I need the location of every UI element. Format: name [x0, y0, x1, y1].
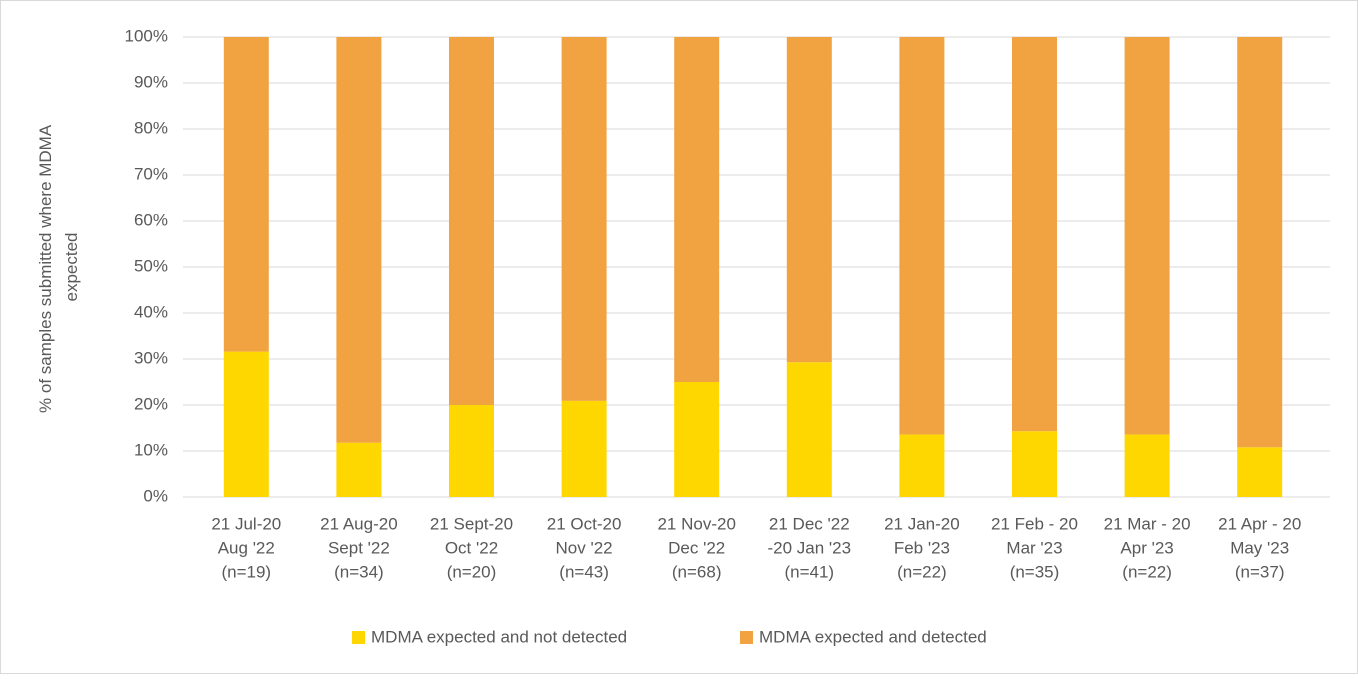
x-tick-label: 21 Feb - 20	[991, 514, 1078, 533]
x-tick-label: 21 Apr - 20	[1218, 514, 1301, 533]
y-tick-label: 10%	[134, 440, 168, 459]
x-tick-label: Apr '23	[1120, 538, 1173, 557]
bar-segment	[1012, 431, 1057, 497]
x-tick-label: 21 Aug-20	[320, 514, 398, 533]
x-tick-label: 21 Mar - 20	[1104, 514, 1191, 533]
x-tick-label: Mar '23	[1006, 538, 1062, 557]
bar-segment	[1124, 37, 1170, 435]
bar-segment	[561, 37, 607, 401]
x-tick-label: Nov '22	[556, 538, 613, 557]
y-tick-label: 90%	[134, 72, 168, 91]
x-tick-label: Aug '22	[218, 538, 275, 557]
x-tick-label: 21 Jan-20	[884, 514, 960, 533]
x-tick-label: 21 Jul-20	[211, 514, 281, 533]
x-tick-label: (n=22)	[897, 562, 947, 581]
y-axis-label-line: expected	[62, 233, 81, 302]
x-tick-label: (n=43)	[559, 562, 609, 581]
y-axis-label-line: % of samples submitted where MDMA	[36, 124, 55, 413]
legend-swatch	[740, 631, 753, 644]
x-tick-label: 21 Oct-20	[547, 514, 622, 533]
bar-segment	[674, 37, 720, 382]
bar-segment	[336, 442, 382, 497]
bar-segment	[786, 362, 832, 497]
bar-segment	[899, 37, 945, 435]
y-tick-label: 100%	[125, 26, 168, 45]
bar-segment	[223, 37, 269, 352]
x-tick-label: May '23	[1230, 538, 1289, 557]
legend-label: MDMA expected and not detected	[371, 627, 627, 646]
y-tick-label: 0%	[143, 486, 168, 505]
y-tick-label: 30%	[134, 348, 168, 367]
x-tick-label: (n=19)	[221, 562, 271, 581]
bar-segment	[449, 405, 494, 497]
bar-segment	[223, 351, 269, 497]
x-tick-label: (n=37)	[1235, 562, 1285, 581]
x-tick-label: (n=41)	[784, 562, 834, 581]
bar-segment	[449, 37, 494, 405]
bar-segment	[561, 400, 607, 497]
y-axis-label: % of samples submitted where MDMA expect…	[36, 121, 81, 413]
y-tick-label: 40%	[134, 302, 168, 321]
legend-swatch	[352, 631, 365, 644]
x-tick-label: Feb '23	[894, 538, 950, 557]
legend-label: MDMA expected and detected	[759, 627, 987, 646]
x-tick-label: (n=68)	[672, 562, 722, 581]
bar-segment	[786, 37, 832, 363]
bar-segment	[674, 382, 720, 497]
x-tick-label: 21 Dec '22	[769, 514, 850, 533]
bar-segment	[336, 37, 382, 443]
x-tick-label: (n=34)	[334, 562, 384, 581]
x-tick-label: -20 Jan '23	[768, 538, 852, 557]
x-tick-label: (n=20)	[447, 562, 497, 581]
y-tick-label: 20%	[134, 394, 168, 413]
x-tick-label: Dec '22	[668, 538, 725, 557]
x-tick-label: (n=22)	[1122, 562, 1172, 581]
bar-segment	[1124, 434, 1170, 497]
bar-segment	[1012, 37, 1057, 432]
y-tick-label: 50%	[134, 256, 168, 275]
y-tick-label: 70%	[134, 164, 168, 183]
y-tick-label: 80%	[134, 118, 168, 137]
bar-segment	[1237, 447, 1283, 497]
x-tick-label: Sept '22	[328, 538, 390, 557]
x-tick-label: 21 Sept-20	[430, 514, 513, 533]
x-tick-label: 21 Nov-20	[657, 514, 735, 533]
x-tick-label: (n=35)	[1010, 562, 1060, 581]
y-tick-label: 60%	[134, 210, 168, 229]
x-tick-label: Oct '22	[445, 538, 498, 557]
bar-segment	[1237, 37, 1283, 448]
bar-segment	[899, 434, 945, 497]
